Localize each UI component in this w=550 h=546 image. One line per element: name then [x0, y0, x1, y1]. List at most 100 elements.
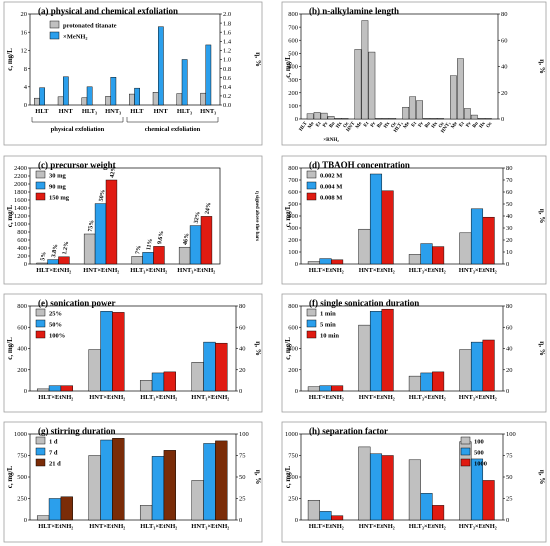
group-label: chemical exfoliation	[145, 126, 201, 133]
x-tick-label: HNT	[346, 121, 357, 133]
x-tick-label: Hx	[479, 121, 487, 130]
y-tick-label: 1200	[14, 213, 27, 220]
bar	[437, 118, 444, 120]
panel-title: (g) stirring duration	[38, 426, 116, 436]
bar	[459, 232, 472, 265]
x-tick-label: HNT₃	[441, 121, 452, 134]
bar	[129, 93, 135, 106]
bar	[39, 87, 45, 106]
x-tick-label: HNT₃×EtNH₂	[459, 394, 497, 401]
y-tick-label: 100	[288, 249, 298, 256]
bar	[432, 371, 445, 392]
bar	[152, 92, 159, 106]
legend-swatch	[306, 319, 317, 328]
y2-tick-label: 60	[501, 37, 508, 44]
y2-tick-label: 30	[506, 225, 513, 232]
y2-axis-label: η, %	[254, 52, 262, 66]
bar	[151, 372, 165, 392]
y2-tick-label: 60	[506, 324, 513, 331]
bar	[178, 246, 191, 265]
y-tick-label: 600	[17, 324, 27, 331]
y2-tick-label: 80	[501, 11, 508, 18]
bar	[215, 342, 228, 392]
y2-tick-label: 0	[239, 388, 242, 395]
panel-frame	[281, 1, 547, 146]
bar	[94, 203, 107, 265]
legend-swatch	[35, 181, 46, 190]
y-tick-label: 200	[17, 253, 27, 260]
y-tick-label: 400	[288, 64, 298, 71]
bar	[112, 438, 125, 521]
y2-axis-label: η, %	[538, 209, 546, 223]
bar	[420, 243, 433, 265]
x-tick-label: Hx	[336, 121, 344, 130]
legend-label: 100	[474, 439, 484, 446]
y2-tick-label: 20	[239, 367, 246, 374]
legend-swatch	[35, 319, 46, 328]
panel-title: (h) separation factor	[309, 426, 388, 436]
bar	[313, 112, 321, 120]
x-tick-label: Pr	[322, 121, 330, 129]
bar	[151, 456, 165, 521]
legend-label: 0.002 M	[320, 173, 342, 180]
legend-swatch	[460, 436, 471, 445]
y-tick-label: 2400	[14, 165, 27, 172]
y2-tick-label: 20	[506, 237, 513, 244]
bar	[381, 190, 394, 265]
legend-label: 1 min	[320, 311, 336, 318]
y2-tick-label: 0.8	[223, 66, 231, 73]
panel-frame	[281, 421, 547, 543]
x-tick-label: HNT₃×EtNH₂	[459, 523, 497, 530]
bar	[191, 480, 204, 521]
y2-axis-label: η, %	[538, 470, 546, 484]
bar	[139, 505, 153, 521]
bar	[382, 118, 390, 120]
y-tick-label: 12	[21, 48, 28, 55]
bar	[307, 386, 320, 392]
x-tick-label: Pr	[370, 121, 378, 129]
bar	[341, 118, 349, 120]
bar	[459, 349, 472, 392]
x-tick-label: HNT	[59, 108, 74, 115]
x-tick-label: HNT₃	[200, 108, 216, 115]
panel-title: (e) sonication power	[38, 298, 116, 308]
y-tick-label: 8	[24, 66, 27, 73]
legend-swatch	[306, 170, 317, 179]
bar	[307, 261, 320, 265]
x-tick-label: Bu	[472, 121, 480, 129]
x-tick-label: HLT	[130, 108, 144, 115]
legend-label: protonated titanate	[63, 23, 117, 30]
bar	[320, 112, 328, 120]
y-tick-label: 500	[288, 201, 298, 208]
y2-tick-label: 20	[506, 367, 513, 374]
y-tick-label: 200	[17, 367, 27, 374]
legend-label: 100%	[49, 333, 65, 340]
bar	[36, 515, 50, 521]
bar	[189, 225, 202, 265]
legend-label: 10 min	[320, 333, 339, 340]
bar	[331, 385, 344, 392]
group-bracket	[126, 117, 219, 123]
y-axis-label: c, mg/L	[284, 337, 292, 360]
x-tick-label: HNT×EtNH₂	[359, 523, 395, 530]
x-tick-label: HNT×EtNH₂	[359, 267, 395, 274]
y-tick-label: 600	[288, 37, 298, 44]
y2-tick-label: 1.6	[223, 29, 232, 36]
x-tick-label: HLT₃	[82, 108, 97, 115]
bar	[105, 96, 111, 106]
y2-tick-label: 50	[506, 201, 513, 208]
bar	[408, 459, 421, 521]
legend-swatch	[35, 170, 46, 179]
bar	[369, 453, 383, 521]
legend-swatch	[460, 458, 471, 467]
data-label: 3.8%	[51, 244, 59, 258]
y2-tick-label: 0	[506, 388, 509, 395]
x-tick-label: HLT₃	[393, 121, 404, 134]
data-label: 75%	[88, 219, 96, 232]
y-tick-label: 800	[288, 11, 298, 18]
x-tick-label: Me	[355, 121, 364, 130]
y2-tick-label: 1.0	[223, 57, 231, 64]
bar	[430, 118, 437, 120]
bar	[402, 106, 410, 120]
bar	[142, 252, 154, 265]
